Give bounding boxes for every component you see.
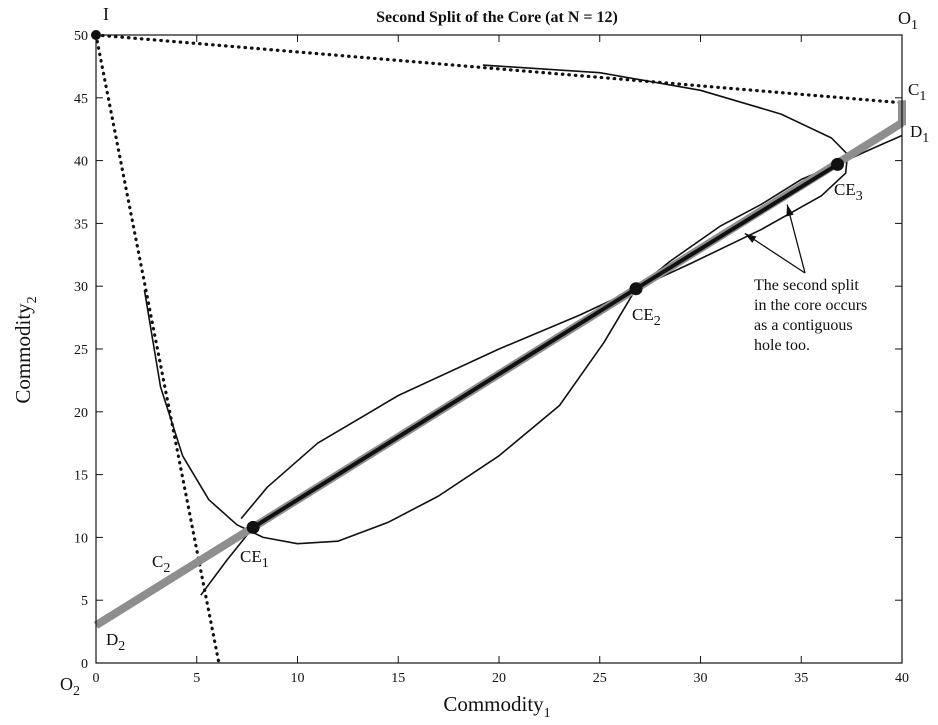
y-tick-label: 50 xyxy=(74,29,88,44)
chart-title: Second Split of the Core (at N = 12) xyxy=(376,9,618,26)
x-tick-label: 10 xyxy=(291,671,305,686)
point-ce1 xyxy=(246,520,260,534)
annotation-line-4: hole too. xyxy=(754,337,810,354)
axis-ticks: 0 5 10 15 20 25 30 35 40 0 5 10 15 20 25 30 35 40 45 50 xyxy=(74,29,909,686)
x-tick-label: 0 xyxy=(93,671,100,686)
label-ce2: CE2 xyxy=(632,305,661,329)
label-o1: O1 xyxy=(898,8,918,33)
y-tick-label: 15 xyxy=(74,469,88,484)
annotation-arrow-head xyxy=(744,233,757,243)
y-tick-label: 5 xyxy=(81,594,88,609)
y-tick-label: 40 xyxy=(74,155,88,170)
label-d2: D2 xyxy=(106,630,125,654)
y-tick-label: 20 xyxy=(74,406,88,421)
label-ce3: CE3 xyxy=(834,180,863,204)
annotation-arrows xyxy=(744,204,806,274)
x-axis-label: Commodity1 xyxy=(443,692,550,721)
indifference-upper-right-line xyxy=(240,64,849,520)
y-tick-label: 45 xyxy=(74,92,88,107)
y-tick-label: 30 xyxy=(74,280,88,295)
x-tick-label: 30 xyxy=(694,671,708,686)
y-tick-label: 0 xyxy=(81,657,88,672)
annotation-line-2: in the core occurs xyxy=(754,297,867,314)
short-indifference-ce1-line xyxy=(200,526,254,596)
label-c1: C1 xyxy=(908,80,926,104)
label-o2: O2 xyxy=(60,674,80,699)
x-tick-label: 25 xyxy=(593,671,607,686)
x-tick-label: 15 xyxy=(391,671,405,686)
y-tick-label: 25 xyxy=(74,343,88,358)
annotation-arrow-shaft xyxy=(744,232,806,274)
point-ce2 xyxy=(629,282,643,296)
annotation-arrow-head xyxy=(786,204,794,217)
x-tick-label: 5 xyxy=(193,671,200,686)
annotation-line-3: as a contiguous xyxy=(754,317,853,334)
x-tick-label: 40 xyxy=(895,671,909,686)
label-c2: C2 xyxy=(152,552,170,576)
core-segment-1-line xyxy=(251,286,638,530)
annotation-arrow-shaft xyxy=(786,204,806,274)
y-axis-label: Commodity2 xyxy=(11,296,40,403)
y-tick-label: 35 xyxy=(74,217,88,232)
label-ce1: CE1 xyxy=(240,547,269,571)
y-tick-label: 10 xyxy=(74,531,88,546)
point-ce3 xyxy=(831,157,845,171)
x-tick-label: 20 xyxy=(492,671,506,686)
indifference-lower-left-line xyxy=(143,134,903,545)
label-d1: D1 xyxy=(910,122,929,146)
x-tick-label: 35 xyxy=(794,671,808,686)
annotation-line-1: The second split xyxy=(754,277,859,294)
dotted-boundary-1-line xyxy=(94,33,904,105)
core-segment-2-line xyxy=(634,162,840,291)
label-i: I xyxy=(103,4,109,24)
